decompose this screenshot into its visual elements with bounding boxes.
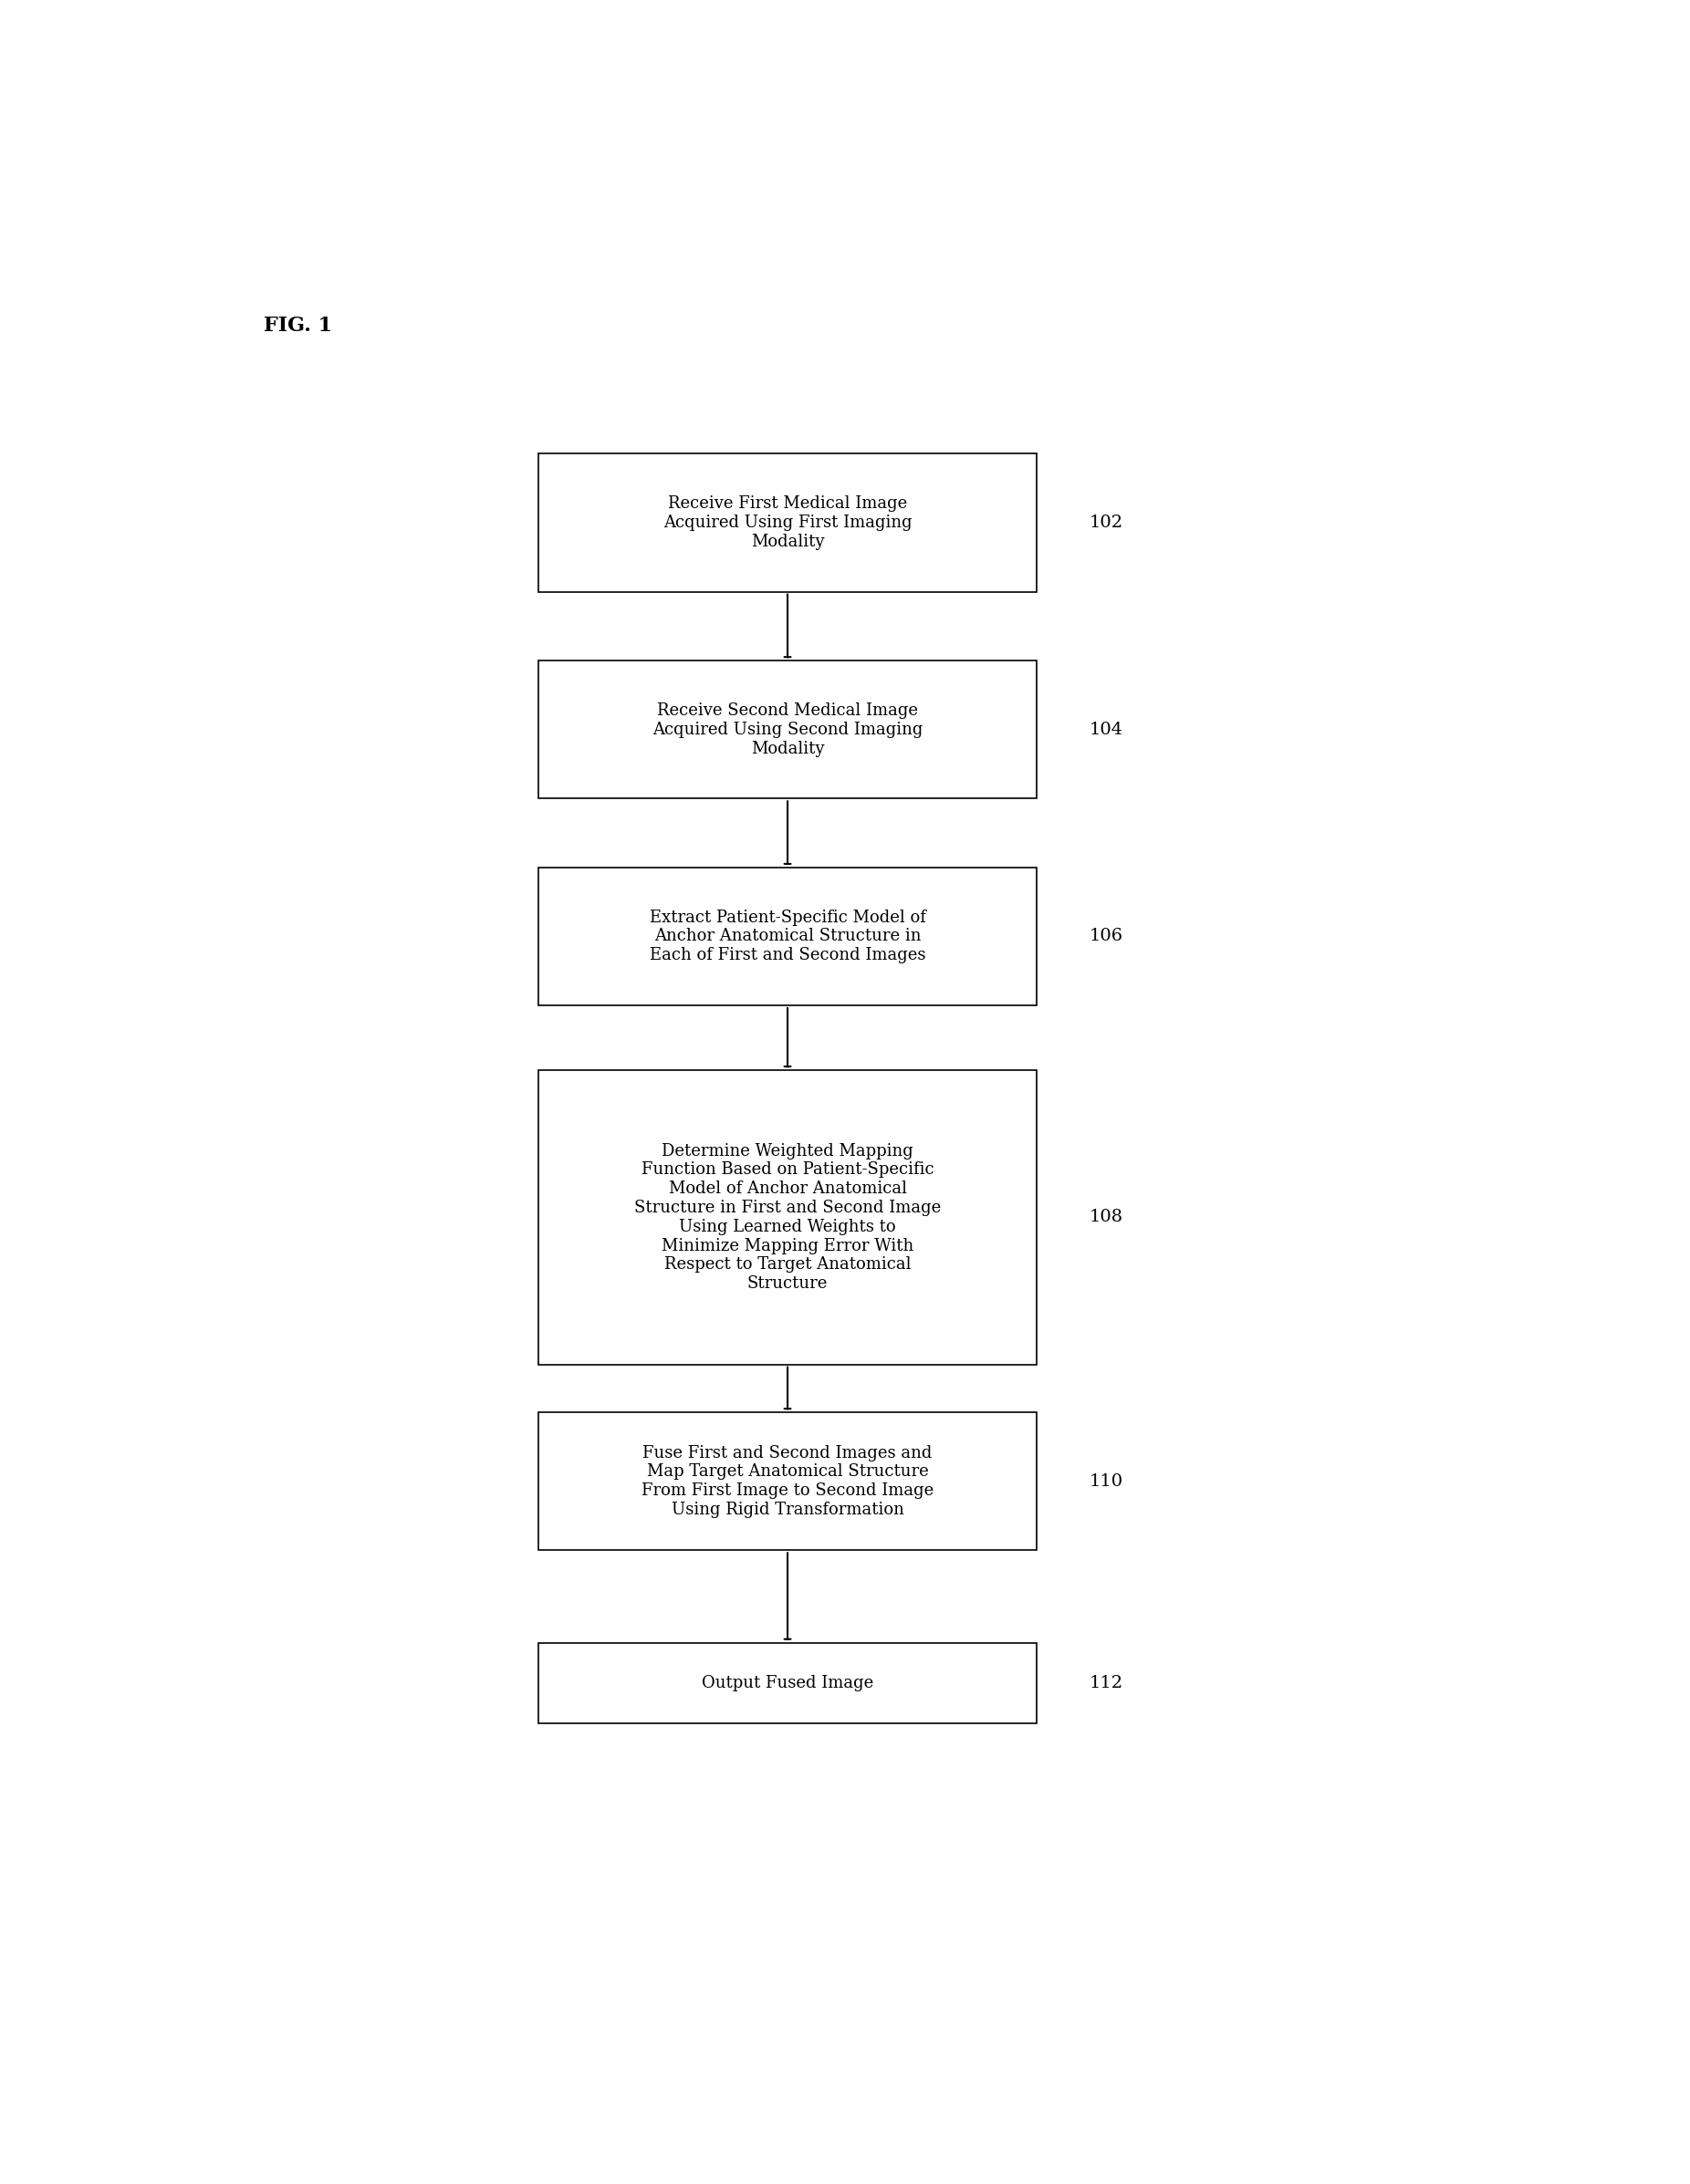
Text: 102: 102 xyxy=(1088,515,1122,531)
Bar xyxy=(539,867,1036,1005)
Text: Fuse First and Second Images and
Map Target Anatomical Structure
From First Imag: Fuse First and Second Images and Map Tar… xyxy=(642,1444,933,1518)
Bar xyxy=(539,1642,1036,1723)
Bar xyxy=(539,660,1036,799)
Text: Output Fused Image: Output Fused Image xyxy=(701,1675,874,1690)
Text: 108: 108 xyxy=(1088,1210,1122,1225)
Text: 110: 110 xyxy=(1088,1472,1122,1489)
Bar xyxy=(539,1413,1036,1551)
Text: 106: 106 xyxy=(1088,928,1122,946)
Text: Determine Weighted Mapping
Function Based on Patient-Specific
Model of Anchor An: Determine Weighted Mapping Function Base… xyxy=(634,1142,941,1293)
Text: FIG. 1: FIG. 1 xyxy=(264,317,333,336)
Text: Receive Second Medical Image
Acquired Using Second Imaging
Modality: Receive Second Medical Image Acquired Us… xyxy=(652,703,923,758)
Text: 112: 112 xyxy=(1088,1675,1122,1690)
Bar xyxy=(539,1070,1036,1365)
Text: Receive First Medical Image
Acquired Using First Imaging
Modality: Receive First Medical Image Acquired Usi… xyxy=(662,496,913,550)
Bar xyxy=(539,454,1036,592)
Text: Extract Patient-Specific Model of
Anchor Anatomical Structure in
Each of First a: Extract Patient-Specific Model of Anchor… xyxy=(649,909,926,963)
Text: 104: 104 xyxy=(1088,721,1122,738)
